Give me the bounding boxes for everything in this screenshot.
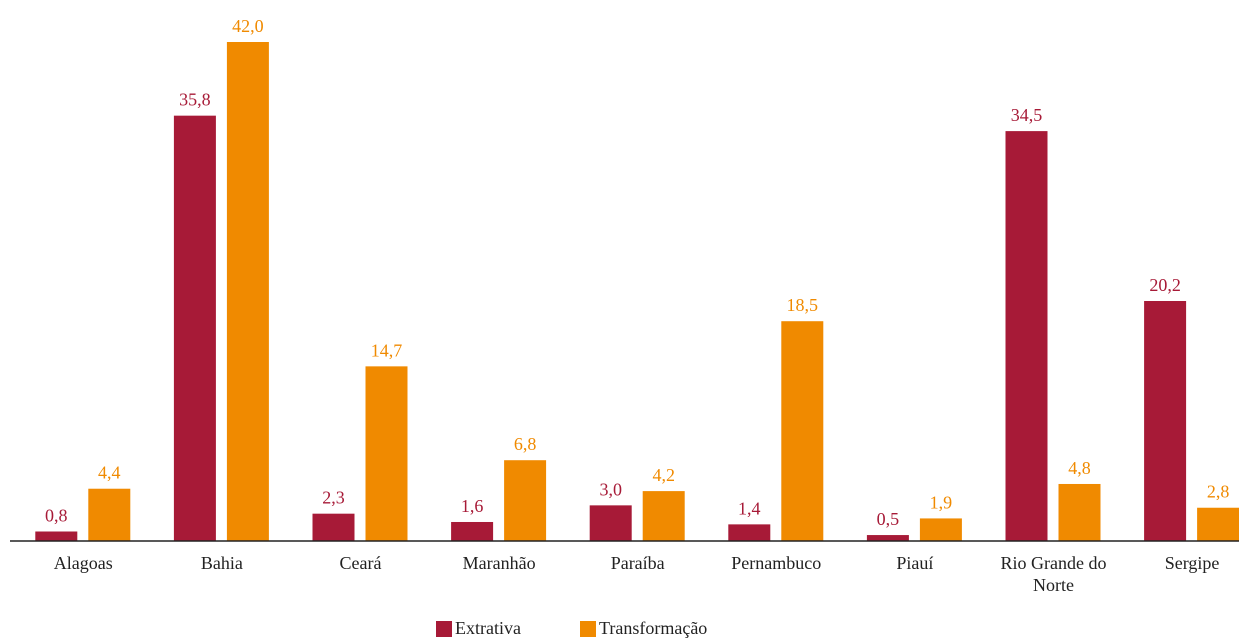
- value-label: 35,8: [179, 90, 211, 110]
- bar: [88, 488, 131, 541]
- bar: [1197, 507, 1239, 541]
- bar: [1058, 483, 1101, 541]
- x-tick-label: Alagoas: [53, 553, 113, 573]
- value-label: 4,4: [98, 463, 121, 483]
- bar: [919, 518, 962, 541]
- bar: [365, 366, 408, 541]
- value-label: 2,3: [322, 488, 345, 508]
- value-label: 14,7: [371, 340, 403, 360]
- value-label: 4,2: [652, 465, 675, 485]
- value-label: 20,2: [1149, 275, 1181, 295]
- bar: [728, 524, 771, 541]
- legend-item: Extrativa: [436, 618, 521, 639]
- value-label: 3,0: [599, 479, 622, 499]
- value-label: 1,6: [461, 496, 484, 516]
- x-tick-label: Ceará: [339, 553, 382, 573]
- value-label: 42,0: [232, 16, 264, 36]
- bar: [589, 505, 632, 541]
- x-tick-label: Sergipe: [1164, 553, 1220, 573]
- legend-label: Extrativa: [455, 618, 521, 638]
- x-tick-label: Bahia: [200, 553, 243, 573]
- bar: [642, 491, 685, 541]
- bar: [226, 42, 269, 541]
- bar: [866, 535, 909, 541]
- bar: [781, 321, 824, 541]
- x-tick-label: Pernambuco: [731, 553, 822, 573]
- bar: [173, 115, 216, 542]
- x-tick-label: Maranhão: [462, 553, 536, 573]
- value-label: 4,8: [1068, 458, 1091, 478]
- bar: [1144, 301, 1187, 541]
- value-label: 2,8: [1207, 482, 1230, 502]
- x-tick-label: Piauí: [896, 553, 934, 573]
- value-label: 1,9: [930, 492, 953, 512]
- legend-swatch: [436, 620, 452, 637]
- bar: [451, 521, 494, 541]
- value-label: 18,5: [787, 295, 819, 315]
- bar: [1005, 131, 1048, 541]
- value-label: 6,8: [514, 434, 537, 454]
- legend-item: Transformação: [580, 618, 707, 639]
- value-label: 0,5: [877, 509, 900, 529]
- bar: [312, 513, 355, 541]
- value-label: 1,4: [738, 498, 761, 518]
- bar: [35, 531, 78, 541]
- value-label: 0,8: [45, 505, 68, 525]
- legend-label: Transformação: [599, 618, 708, 638]
- bar: [504, 460, 547, 541]
- x-tick-label: Paraíba: [610, 553, 665, 573]
- legend-swatch: [580, 620, 596, 637]
- x-tick-label: Rio Grande do Norte: [1000, 553, 1107, 595]
- value-label: 34,5: [1011, 105, 1043, 125]
